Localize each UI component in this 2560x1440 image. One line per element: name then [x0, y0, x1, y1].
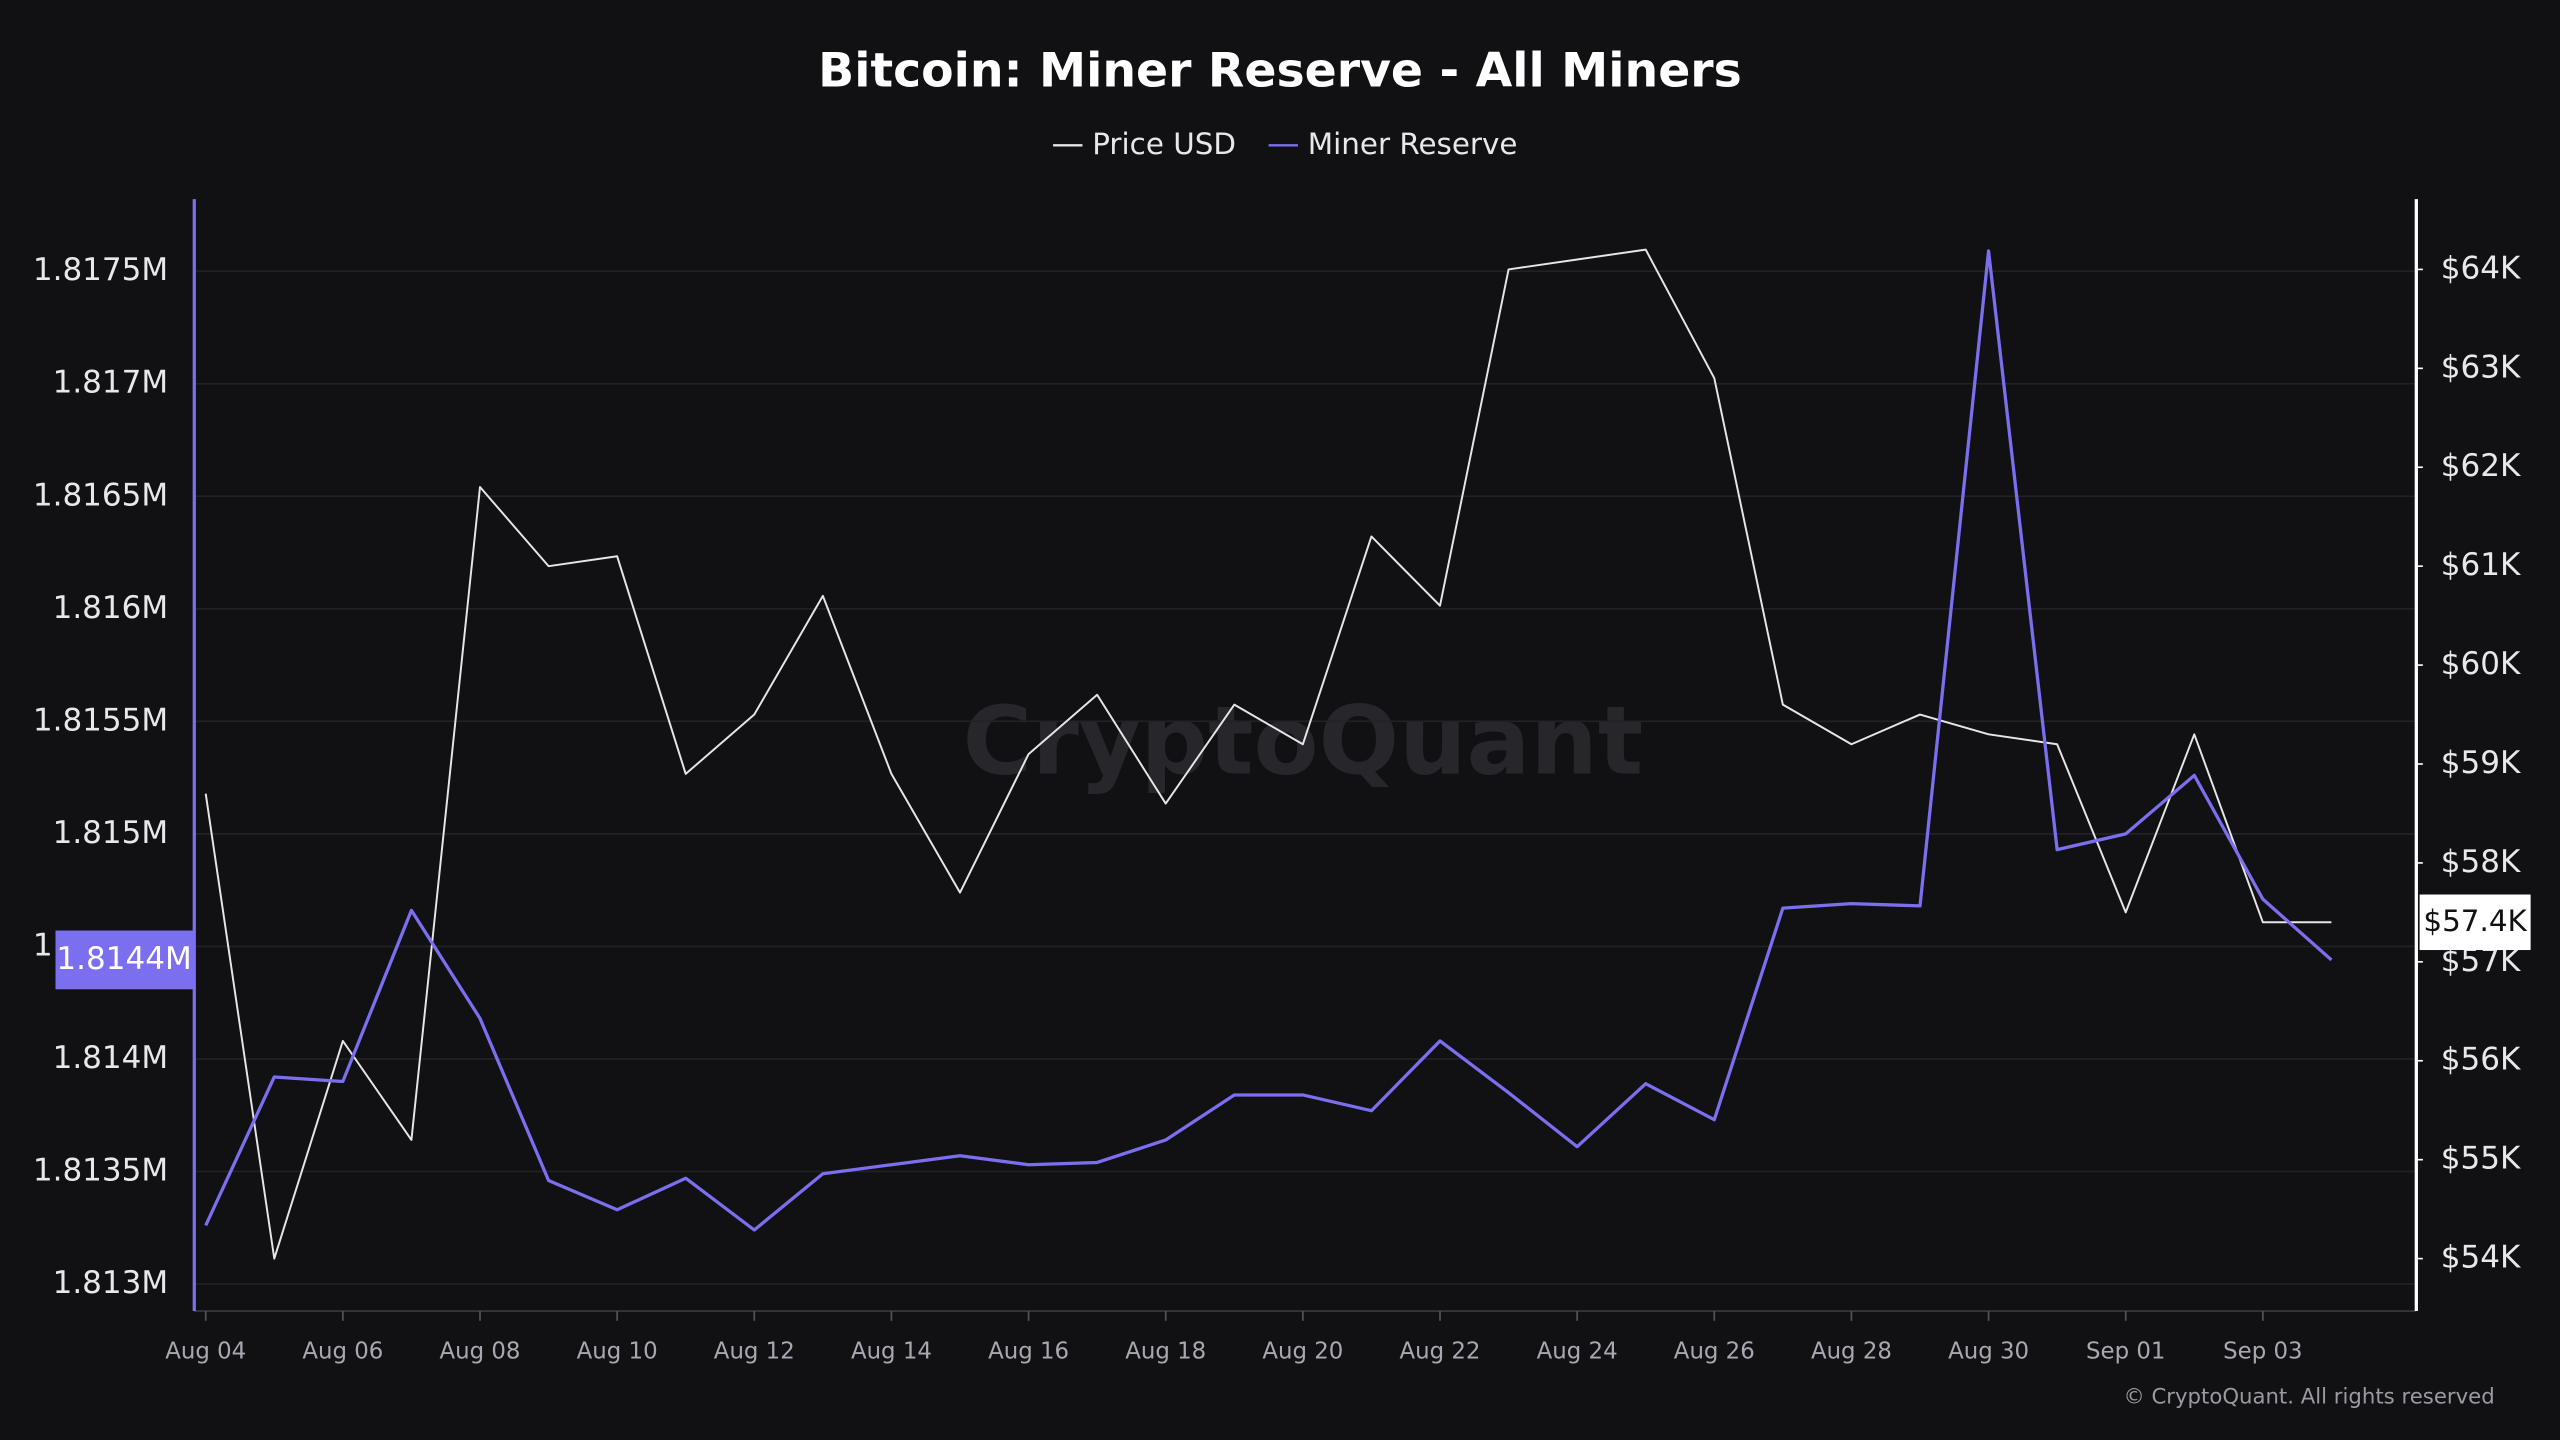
chart-title: Bitcoin: Miner Reserve - All Miners: [818, 43, 1742, 98]
x-tick-label: Aug 26: [1674, 1338, 1755, 1364]
y-tick-label: 1.817M: [53, 365, 169, 401]
y2-tick-label: $60K: [2441, 646, 2521, 682]
last-value-label: $57.4K: [2423, 904, 2527, 938]
x-tick-label: Aug 30: [1948, 1338, 2029, 1364]
y-tick-label: 1.816M: [53, 590, 169, 626]
y-tick-label: 1.813M: [53, 1265, 169, 1301]
y-tick-label: 1.8175M: [33, 252, 168, 288]
x-tick-label: Aug 22: [1400, 1338, 1481, 1364]
y-tick-label: 1.8165M: [33, 477, 168, 513]
x-tick-label: Aug 04: [165, 1338, 246, 1364]
x-tick-label: Sep 01: [2086, 1338, 2165, 1364]
last-value-box: [2419, 894, 2531, 951]
x-tick-label: Aug 28: [1811, 1338, 1892, 1364]
y2-tick-label: $55K: [2441, 1141, 2521, 1177]
x-tick-label: Aug 12: [714, 1338, 795, 1364]
x-tick-label: Aug 08: [440, 1338, 521, 1364]
x-tick-label: Sep 03: [2223, 1338, 2302, 1364]
y2-tick-label: $56K: [2441, 1042, 2521, 1078]
y2-tick-label: $64K: [2441, 250, 2521, 286]
y2-tick-label: $62K: [2441, 448, 2521, 484]
y2-tick-label: $59K: [2441, 745, 2521, 781]
x-tick-label: Aug 18: [1125, 1338, 1206, 1364]
copyright: © CryptoQuant. All rights reserved: [2124, 1385, 2495, 1410]
last-value-box: [55, 930, 195, 990]
legend-label: Price USD: [1092, 127, 1236, 161]
data-line: [204, 249, 2333, 1232]
y2-tick-label: $58K: [2441, 844, 2521, 880]
last-value-label: 1.8144M: [56, 941, 191, 977]
legend: Price USD Miner Reserve: [1053, 127, 1517, 161]
y2-tick-label: $63K: [2441, 349, 2521, 385]
y-tick-label: 1.8135M: [33, 1152, 168, 1188]
y2-tick-label: $54K: [2441, 1240, 2521, 1276]
x-tick-label: Aug 24: [1537, 1338, 1618, 1364]
y2-tick-label: $61K: [2441, 547, 2521, 583]
y-tick-label: 1.815M: [53, 815, 169, 851]
legend-label: Miner Reserve: [1308, 127, 1518, 161]
x-tick-label: Aug 14: [851, 1338, 932, 1364]
data-line: [204, 248, 2332, 1260]
y-tick-label: 1.814M: [53, 1040, 169, 1076]
x-tick-label: Aug 16: [988, 1338, 1069, 1364]
x-tick-label: Aug 20: [1262, 1338, 1343, 1364]
x-tick-label: Aug 10: [577, 1338, 658, 1364]
y-tick-label: 1.8155M: [33, 702, 168, 738]
x-tick-label: Aug 06: [302, 1338, 383, 1364]
